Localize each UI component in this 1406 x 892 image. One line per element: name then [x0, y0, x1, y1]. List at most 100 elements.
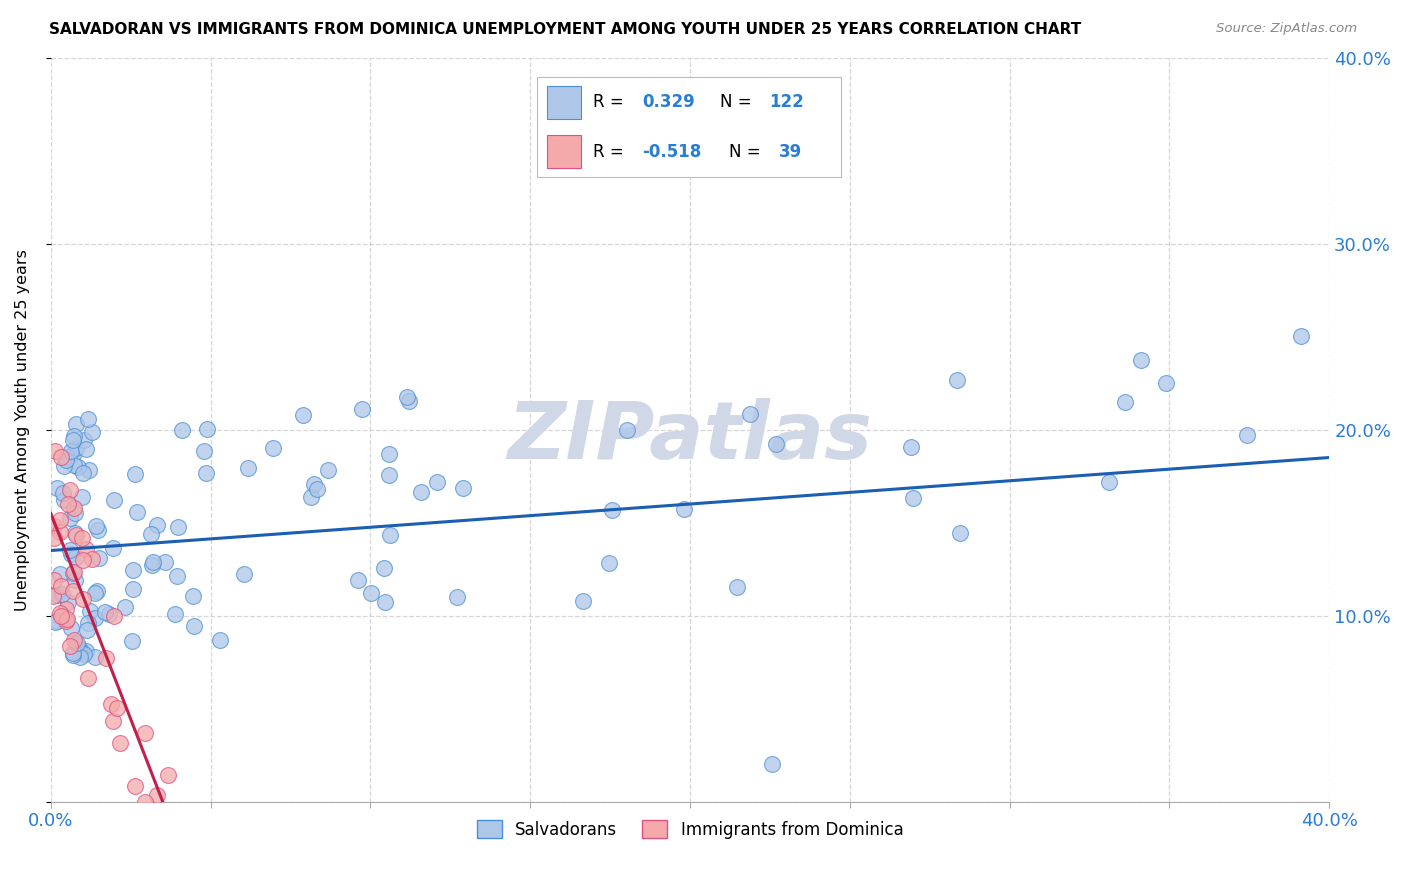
FancyBboxPatch shape: [547, 136, 581, 168]
Point: [672, 501, 695, 516]
Point: [350, 401, 373, 416]
Point: [56, 450, 79, 464]
Point: [51, 587, 73, 601]
Point: [72, 467, 94, 481]
Point: [194, 466, 217, 480]
Point: [52, 493, 75, 508]
Point: [232, 566, 254, 581]
Point: [62, 446, 84, 460]
Point: [121, 634, 143, 648]
Point: [67, 642, 90, 657]
Point: [55, 612, 77, 626]
Point: [69, 650, 91, 665]
Point: [77, 463, 100, 477]
Point: [65, 442, 87, 456]
Point: [292, 408, 315, 422]
Point: [76, 624, 98, 638]
Point: [208, 633, 231, 648]
Point: [165, 607, 187, 622]
Point: [409, 484, 432, 499]
Point: [900, 441, 922, 455]
Point: [1130, 352, 1153, 367]
Point: [73, 647, 96, 661]
Text: N =: N =: [730, 143, 766, 161]
Point: [62, 648, 84, 662]
Point: [62, 584, 84, 599]
Point: [262, 441, 284, 455]
Point: [134, 795, 156, 809]
Point: [103, 714, 125, 728]
Point: [65, 573, 87, 587]
Point: [373, 561, 395, 575]
Point: [195, 422, 218, 436]
Point: [598, 556, 620, 570]
Point: [426, 475, 449, 489]
Point: [83, 611, 105, 625]
Point: [100, 698, 122, 712]
Point: [124, 779, 146, 793]
Point: [1098, 475, 1121, 489]
Point: [66, 638, 89, 652]
Point: [725, 580, 748, 594]
Text: ZIPatlas: ZIPatlas: [508, 398, 873, 476]
Point: [77, 412, 100, 426]
Point: [600, 502, 623, 516]
Point: [141, 558, 163, 573]
Point: [49, 579, 72, 593]
Point: [75, 541, 97, 556]
Point: [59, 542, 82, 557]
Point: [451, 481, 474, 495]
Point: [114, 599, 136, 614]
Point: [103, 493, 125, 508]
Point: [761, 757, 783, 772]
Point: [42, 531, 65, 545]
Point: [616, 423, 638, 437]
Point: [56, 595, 79, 609]
Point: [103, 541, 125, 556]
Point: [63, 429, 86, 443]
Point: [63, 458, 86, 472]
FancyBboxPatch shape: [547, 87, 581, 119]
Point: [1114, 395, 1136, 409]
Point: [571, 594, 593, 608]
Point: [740, 407, 762, 421]
Text: SALVADORAN VS IMMIGRANTS FROM DOMINICA UNEMPLOYMENT AMONG YOUTH UNDER 25 YEARS C: SALVADORAN VS IMMIGRANTS FROM DOMINICA U…: [49, 22, 1081, 37]
Point: [96, 650, 118, 665]
Point: [127, 505, 149, 519]
Point: [183, 619, 205, 633]
Point: [65, 417, 87, 432]
Point: [316, 463, 339, 477]
Point: [59, 511, 82, 525]
Point: [46, 614, 69, 628]
Point: [87, 523, 110, 537]
Point: [157, 768, 180, 782]
Point: [360, 586, 382, 600]
Point: [44, 615, 66, 629]
Point: [446, 591, 468, 605]
Y-axis label: Unemployment Among Youth under 25 years: Unemployment Among Youth under 25 years: [15, 249, 30, 610]
Point: [65, 549, 87, 564]
Point: [44, 444, 66, 458]
Point: [105, 701, 128, 715]
Point: [42, 573, 65, 587]
Point: [84, 519, 107, 533]
Point: [63, 632, 86, 647]
Point: [49, 606, 72, 620]
Text: 39: 39: [779, 143, 801, 161]
Point: [72, 592, 94, 607]
Point: [65, 528, 87, 542]
Point: [62, 500, 84, 515]
Point: [347, 573, 370, 587]
Point: [55, 602, 77, 616]
Point: [63, 506, 86, 520]
Point: [167, 520, 190, 534]
Point: [398, 393, 420, 408]
Point: [80, 425, 103, 439]
Point: [76, 616, 98, 631]
Point: [49, 608, 72, 623]
Point: [75, 442, 97, 456]
Point: [42, 589, 65, 603]
Text: Source: ZipAtlas.com: Source: ZipAtlas.com: [1216, 22, 1357, 36]
Point: [146, 788, 169, 802]
Point: [70, 644, 93, 658]
